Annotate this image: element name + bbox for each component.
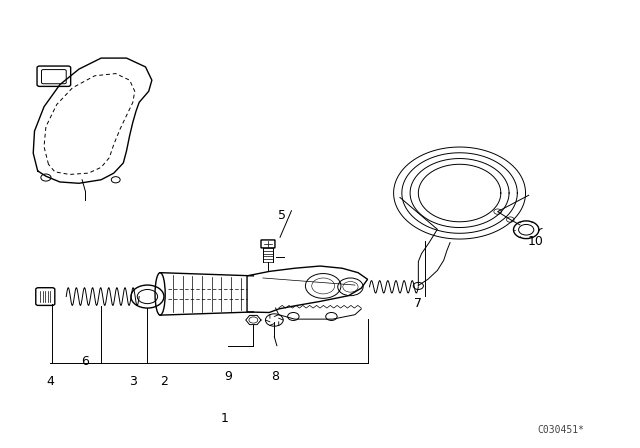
Text: 7: 7 [414,297,422,310]
Text: 1: 1 [221,412,228,425]
Text: 8: 8 [271,370,280,383]
Text: 10: 10 [528,235,543,248]
Text: 9: 9 [224,370,232,383]
Text: 5: 5 [278,209,286,222]
Text: 2: 2 [161,375,168,388]
Text: 3: 3 [129,375,137,388]
Text: C030451*: C030451* [538,425,584,435]
Text: 6: 6 [81,355,89,368]
Text: 4: 4 [47,375,54,388]
